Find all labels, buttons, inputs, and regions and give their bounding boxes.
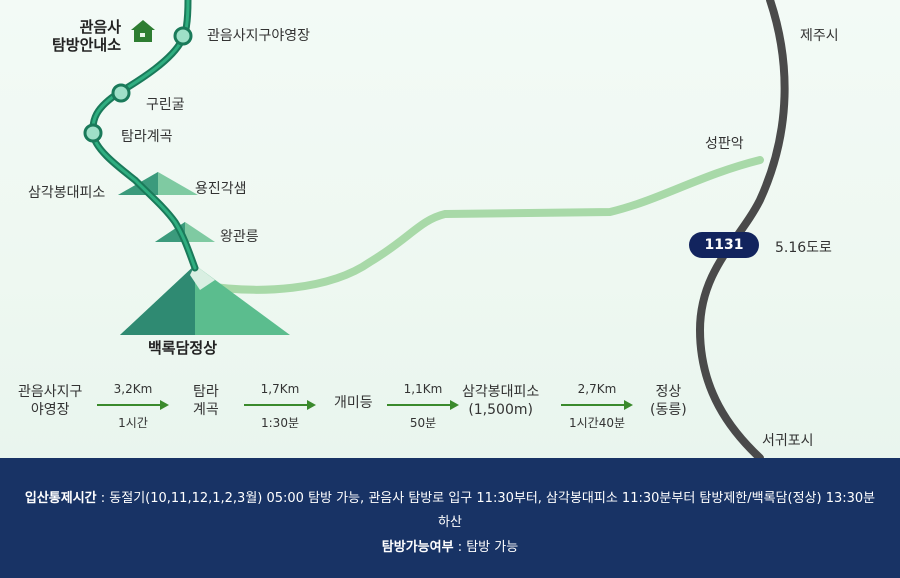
segment-time: 1시간40분 xyxy=(568,416,626,430)
access-info-panel: 입산통제시간 : 동절기(10,11,12,1,2,3월) 05:00 탐방 가… xyxy=(0,458,900,578)
route-stop-campsite: 관음사지구 야영장 xyxy=(18,384,83,418)
arrow-right-icon xyxy=(561,400,633,410)
arrow-right-icon xyxy=(97,400,169,410)
segment-distance: 1,7Km xyxy=(260,382,300,396)
road-name-label: 5.16도로 xyxy=(775,240,832,256)
access-status-text: : 탐방 가능 xyxy=(453,540,519,555)
trail-map: 관음사 탐방안내소 관음사지구야영장 구린굴 탐라계곡 삼각봉대피소 용진각샘 … xyxy=(0,0,900,458)
route-stop-samgak: 삼각봉대피소 (1,500m) xyxy=(462,384,540,418)
seogwipo-label: 서귀포시 xyxy=(762,433,814,449)
house-icon xyxy=(131,20,155,42)
route-stop-tamna: 탐라 계곡 xyxy=(193,384,219,418)
gwaneumsa-center-label: 관음사 탐방안내소 xyxy=(52,18,122,54)
segment-time: 1시간 xyxy=(118,416,148,430)
route-segment-2: 1,7Km 1:30분 xyxy=(240,382,320,431)
control-time-line-cont: 하산 xyxy=(20,511,880,530)
samgak-label: 삼각봉대피소 xyxy=(28,185,106,201)
route-segment-4: 2,7Km 1시간40분 xyxy=(557,382,637,431)
control-time-label: 입산통제시간 xyxy=(24,491,97,506)
route-segment-1: 3,2Km 1시간 xyxy=(93,382,173,431)
tamna-node-icon xyxy=(83,123,103,143)
jeju-label: 제주시 xyxy=(800,28,839,44)
campsite-label: 관음사지구야영장 xyxy=(207,28,311,44)
gurin-label: 구린굴 xyxy=(146,97,185,113)
segment-time: 1:30분 xyxy=(261,416,299,430)
arrow-right-icon xyxy=(244,400,316,410)
summit-mountain-icon xyxy=(120,265,290,335)
seongpan-label: 성판악 xyxy=(705,136,744,152)
route-stop-gaemideung: 개미등 xyxy=(334,395,373,411)
segment-distance: 3,2Km xyxy=(113,382,153,396)
map-graphics xyxy=(83,0,789,458)
route-summary: 관음사지구 야영장 3,2Km 1시간 탐라 계곡 1,7Km 1:30분 개미… xyxy=(0,378,900,431)
summit-label: 백록담정상 xyxy=(148,339,218,357)
tamna-label: 탐라계곡 xyxy=(121,129,173,145)
segment-time: 50분 xyxy=(409,416,437,430)
route-stop-summit: 정상 (동릉) xyxy=(650,384,687,418)
access-status-line: 탐방가능여부 : 탐방 가능 xyxy=(20,536,880,555)
campsite-node-icon xyxy=(173,26,193,46)
gurin-node-icon xyxy=(111,83,131,103)
access-status-label: 탐방가능여부 xyxy=(381,540,454,555)
segment-distance: 2,7Km xyxy=(577,382,617,396)
wanggwan-label: 왕관릉 xyxy=(220,229,259,245)
route-segment-3: 1,1Km 50분 xyxy=(383,382,463,431)
control-time-text-cont: 하산 xyxy=(438,515,462,530)
arrow-right-icon xyxy=(387,400,459,410)
control-time-text: : 동절기(10,11,12,1,2,3월) 05:00 탐방 가능, 관음사 … xyxy=(96,491,876,506)
segment-distance: 1,1Km xyxy=(403,382,443,396)
road-number-badge: 1131 xyxy=(689,232,759,258)
yongjin-label: 용진각샘 xyxy=(195,181,247,197)
control-time-line: 입산통제시간 : 동절기(10,11,12,1,2,3월) 05:00 탐방 가… xyxy=(20,487,880,506)
seongpanak-trail xyxy=(196,156,764,294)
